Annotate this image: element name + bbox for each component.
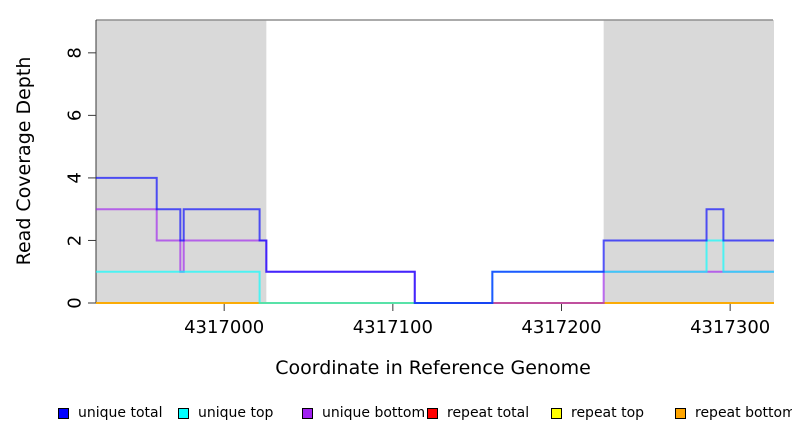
legend-swatch-unique-top xyxy=(178,407,189,419)
legend-item-unique-top: unique top xyxy=(178,404,273,422)
legend-item-repeat-bottom: repeat bottom xyxy=(675,404,792,422)
legend: unique total unique top unique bottom re… xyxy=(0,404,792,432)
x-tick-label-4317200: 4317200 xyxy=(521,317,601,338)
x-tick-label-4317300: 4317300 xyxy=(690,317,770,338)
legend-swatch-unique-total xyxy=(58,407,69,419)
x-axis-title: Coordinate in Reference Genome xyxy=(275,357,591,379)
series-unique-total xyxy=(96,176,774,304)
y-tick-label-6: 6 xyxy=(65,110,86,121)
plot-svg: 4317000 4317100 4317200 4317300 0 2 4 6 8 Coordi… xyxy=(13,19,774,379)
legend-label-repeat-total: repeat total xyxy=(447,405,530,421)
y-tick-label-4: 4 xyxy=(65,172,86,183)
legend-label-unique-total: unique total xyxy=(78,405,163,421)
x-tick-label-4317000: 4317000 xyxy=(184,317,264,338)
legend-swatch-unique-bottom xyxy=(302,407,313,419)
legend-label-repeat-top: repeat top xyxy=(571,405,645,421)
legend-item-repeat-top: repeat top xyxy=(551,404,644,422)
legend-item-repeat-total: repeat total xyxy=(427,404,529,422)
legend-item-unique-bottom: unique bottom xyxy=(302,404,425,422)
legend-swatch-repeat-top xyxy=(551,407,562,419)
legend-swatch-repeat-total xyxy=(427,407,438,419)
y-axis-title: Read Coverage Depth xyxy=(13,57,35,266)
series-unique-bottom xyxy=(96,208,774,304)
legend-label-unique-bottom: unique bottom xyxy=(322,405,426,421)
x-tick-label-4317100: 4317100 xyxy=(353,317,433,338)
y-tick-label-8: 8 xyxy=(65,47,86,58)
legend-label-unique-top: unique top xyxy=(198,405,274,421)
shaded-region xyxy=(603,20,774,303)
legend-label-repeat-bottom: repeat bottom xyxy=(695,405,792,421)
y-tick-label-0: 0 xyxy=(65,297,86,308)
legend-item-unique-total: unique total xyxy=(58,404,162,422)
y-tick-label-2: 2 xyxy=(65,235,86,246)
legend-swatch-repeat-bottom xyxy=(675,407,686,419)
